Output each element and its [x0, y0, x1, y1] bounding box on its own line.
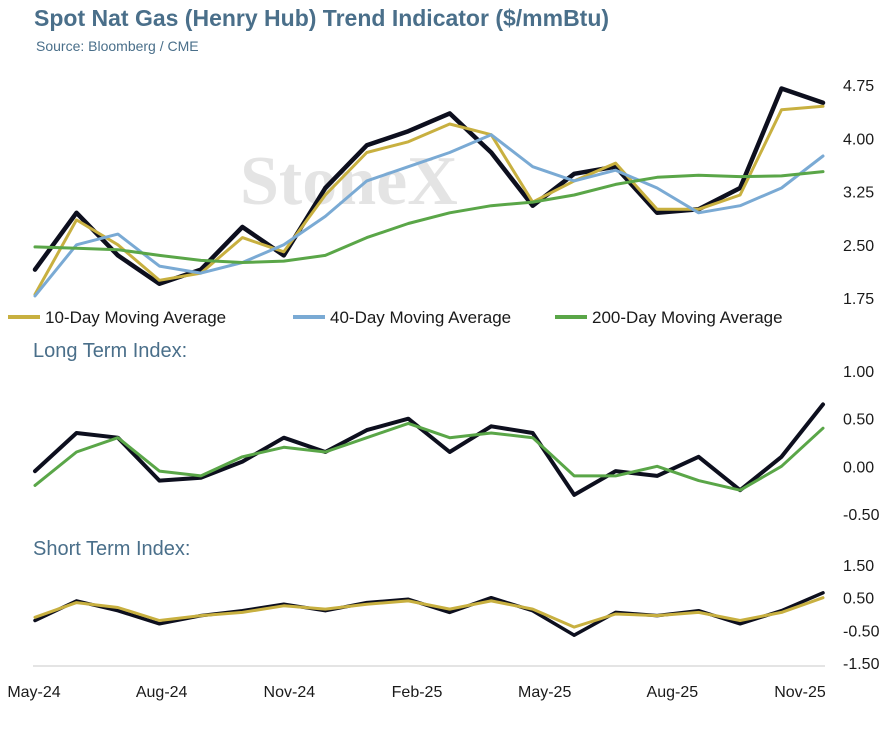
x-axis: May-24 Aug-24 Nov-24 Feb-25 May-25 Aug-25 Nov-… — [7, 684, 826, 701]
short-term-y-tick: -1.50 — [843, 656, 880, 673]
long-term-series-lt-signal — [33, 421, 825, 492]
short-term-series-st-signal — [33, 596, 825, 629]
x-tick-label: Aug-25 — [647, 684, 699, 701]
long-term-y-tick: 0.00 — [843, 459, 874, 476]
legend-item-ma200: 200-Day Moving Average — [555, 308, 783, 327]
short-term-y-tick: -0.50 — [843, 623, 880, 640]
chart-source: Source: Bloomberg / CME — [36, 38, 199, 54]
short-term-y-tick: 1.50 — [843, 558, 874, 575]
series-layer — [32, 86, 826, 637]
x-tick-label: Nov-25 — [774, 684, 826, 701]
x-tick-label: May-25 — [518, 684, 571, 701]
price-y-tick: 4.00 — [843, 131, 874, 148]
legend-label: 40-Day Moving Average — [330, 308, 511, 327]
long-term-y-tick: 0.50 — [843, 412, 874, 429]
x-tick-label: Aug-24 — [136, 684, 188, 701]
short-term-y-tick: 0.50 — [843, 591, 874, 608]
price-y-axis: 1.75 2.50 3.25 4.00 4.75 — [843, 78, 874, 308]
legend: 10-Day Moving Average 40-Day Moving Avera… — [8, 308, 783, 327]
price-y-tick: 1.75 — [843, 291, 874, 308]
legend-label: 200-Day Moving Average — [592, 308, 783, 327]
legend-label: 10-Day Moving Average — [45, 308, 226, 327]
x-tick-label: May-24 — [7, 684, 60, 701]
price-y-tick: 4.75 — [843, 78, 874, 95]
long-term-y-axis: 1.00 0.50 0.00 -0.50 — [843, 364, 880, 524]
short-term-index-label: Short Term Index: — [33, 538, 191, 560]
legend-item-ma10: 10-Day Moving Average — [8, 308, 226, 327]
price-series-ma200 — [33, 170, 825, 264]
long-term-index-label: Long Term Index: — [33, 340, 188, 362]
watermark-text: StoneX — [240, 143, 458, 220]
price-y-tick: 3.25 — [843, 185, 874, 202]
legend-item-ma40: 40-Day Moving Average — [293, 308, 511, 327]
chart-title: Spot Nat Gas (Henry Hub) Trend Indicator… — [34, 5, 610, 31]
long-term-series-lt-index — [33, 402, 825, 497]
price-series-ma40 — [33, 133, 825, 298]
price-y-tick: 2.50 — [843, 238, 874, 255]
x-tick-label: Nov-24 — [264, 684, 316, 701]
long-term-y-tick: -0.50 — [843, 507, 880, 524]
long-term-y-tick: 1.00 — [843, 364, 874, 381]
x-tick-label: Feb-25 — [392, 684, 443, 701]
short-term-y-axis: 1.50 0.50 -0.50 -1.50 — [843, 558, 880, 673]
